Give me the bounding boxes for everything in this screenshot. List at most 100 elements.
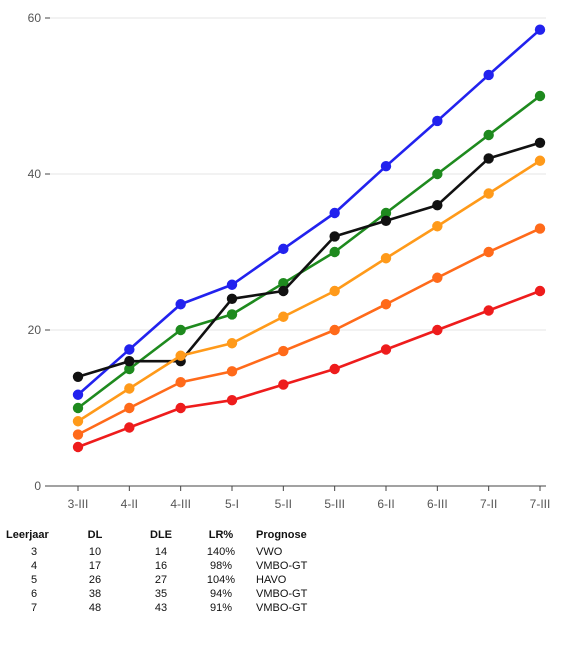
cell-lr: 104% <box>206 574 236 586</box>
data-point <box>175 299 186 310</box>
data-point <box>483 153 494 164</box>
data-point <box>175 402 186 414</box>
series-group <box>72 90 546 414</box>
cell-dl: 26 <box>88 574 102 586</box>
cell-prognose: VMBO-GT <box>256 588 308 600</box>
series-line <box>77 159 541 423</box>
data-point <box>380 344 392 355</box>
cell-dl: 38 <box>88 588 102 600</box>
data-point <box>226 279 238 290</box>
data-point <box>534 24 546 35</box>
data-point <box>226 338 238 349</box>
data-point <box>483 188 494 199</box>
data-point <box>124 363 135 375</box>
cell-lr: 94% <box>209 588 233 600</box>
data-point <box>432 272 443 283</box>
data-point <box>432 115 443 127</box>
data-point <box>278 285 289 297</box>
series-group <box>72 155 546 427</box>
cell-leerjaar: 5 <box>30 574 38 586</box>
line-chart: 0 20 40 60 3-III 4-II 4-III 5-I 5-II 5-III 6-II 6-I… <box>28 11 551 511</box>
y-tick-label: 20 <box>28 323 42 337</box>
data-point <box>329 246 340 258</box>
data-point <box>124 356 135 367</box>
axes <box>45 17 546 491</box>
cell-leerjaar: 4 <box>30 560 38 572</box>
data-point <box>483 246 494 258</box>
header-dl: DL <box>87 529 103 541</box>
cell-dle: 43 <box>154 602 168 614</box>
data-point <box>72 429 84 440</box>
x-tick-label: 7-III <box>530 497 551 511</box>
table-row: 3 10 14 140% VWO <box>6 545 346 559</box>
data-point <box>226 293 238 304</box>
x-tick-label: 5-I <box>225 497 239 511</box>
series-layer <box>72 24 546 453</box>
table-row: 5 26 27 104% HAVO <box>6 573 346 587</box>
data-point <box>329 285 340 297</box>
data-point <box>72 389 84 400</box>
data-point <box>278 278 289 289</box>
data-point <box>278 243 289 255</box>
cell-dl: 17 <box>88 560 102 572</box>
data-point <box>329 363 340 375</box>
data-point <box>380 253 392 264</box>
data-point <box>432 168 443 180</box>
cell-dle: 27 <box>154 574 168 586</box>
data-point <box>534 137 546 148</box>
data-point <box>380 161 392 172</box>
cell-dle: 14 <box>154 546 168 558</box>
cell-leerjaar: 3 <box>30 546 38 558</box>
data-point <box>226 395 238 406</box>
data-point <box>534 90 546 102</box>
header-dle: DLE <box>150 529 172 541</box>
table-header-row: Leerjaar DL DLE LR% Prognose <box>6 528 346 545</box>
x-tick-label: 5-II <box>275 497 292 511</box>
cell-lr: 91% <box>209 602 233 614</box>
data-point <box>124 402 135 414</box>
data-point <box>175 350 186 361</box>
data-point <box>72 371 84 382</box>
data-point <box>380 299 392 310</box>
header-prognose: Prognose <box>256 529 307 541</box>
data-point <box>483 129 494 141</box>
data-point <box>534 155 546 166</box>
series-line <box>77 227 541 436</box>
x-tick-label: 6-II <box>377 497 394 511</box>
series-group <box>72 223 546 440</box>
y-tick-label: 0 <box>34 479 41 493</box>
results-table: Leerjaar DL DLE LR% Prognose 3 10 14 140… <box>6 528 346 615</box>
header-leerjaar: Leerjaar <box>6 529 49 541</box>
x-tick-label: 6-III <box>427 497 448 511</box>
data-point <box>278 379 289 390</box>
series-line <box>77 28 541 396</box>
data-point <box>278 345 289 357</box>
data-point <box>432 221 443 232</box>
y-tick-label: 60 <box>28 11 42 25</box>
table-row: 7 48 43 91% VMBO-GT <box>6 601 346 615</box>
data-point <box>432 200 443 211</box>
data-point <box>226 309 238 320</box>
data-point <box>483 69 494 81</box>
data-point <box>175 324 186 336</box>
data-point <box>329 207 340 219</box>
data-point <box>329 231 340 242</box>
series-line <box>77 141 541 379</box>
data-point <box>380 207 392 219</box>
cell-leerjaar: 7 <box>30 602 38 614</box>
data-point <box>432 324 443 336</box>
data-point <box>226 366 238 377</box>
x-tick-label: 5-III <box>324 497 345 511</box>
data-point <box>380 215 392 226</box>
cell-dl: 10 <box>88 546 102 558</box>
x-tick-label: 4-II <box>121 497 138 511</box>
table-row: 6 38 35 94% VMBO-GT <box>6 587 346 601</box>
cell-prognose: VWO <box>256 546 283 558</box>
cell-prognose: HAVO <box>256 574 287 586</box>
cell-prognose: VMBO-GT <box>256 602 308 614</box>
cell-dle: 35 <box>154 588 168 600</box>
data-point <box>124 422 135 433</box>
cell-dle: 16 <box>154 560 168 572</box>
tick-labels: 0 20 40 60 3-III 4-II 4-III 5-I 5-II 5-III 6-II 6-I… <box>28 11 551 511</box>
data-point <box>175 377 186 388</box>
